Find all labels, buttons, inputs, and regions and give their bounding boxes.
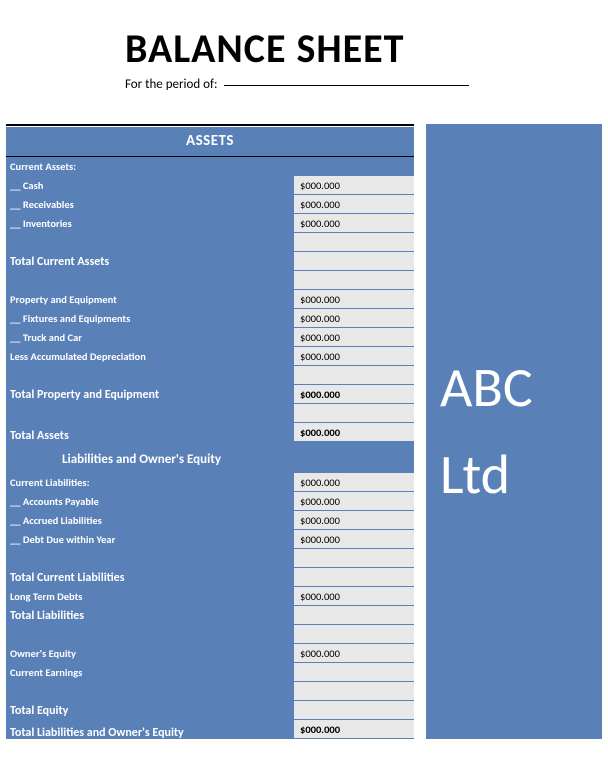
value-empty — [294, 625, 414, 643]
value-accrued: $000.000 — [294, 511, 414, 529]
value-total-property: $000.000 — [294, 385, 414, 403]
brand-line1: ABC — [440, 345, 602, 432]
value-empty — [294, 366, 414, 384]
label-debt-due: __ Debt Due within Year — [6, 533, 294, 546]
header: BALANCE SHEET For the period of: — [0, 0, 608, 100]
value-total-liab-equity: $000.000 — [294, 720, 414, 738]
value-empty — [294, 701, 414, 719]
row-long-term: Long Term Debts $000.000 — [6, 587, 414, 606]
value-receivables: $000.000 — [294, 195, 414, 213]
row-total-assets: Total Assets $000.000 — [6, 423, 414, 442]
row-total-property: Total Property and Equipment $000.000 — [6, 385, 414, 404]
assets-heading: ASSETS — [6, 126, 414, 157]
liabilities-heading: Liabilities and Owner's Equity — [6, 442, 414, 473]
row-spacer — [6, 404, 414, 423]
label-depreciation: Less Accumulated Depreciation — [6, 350, 294, 363]
row-receivables: __ Receivables $000.000 — [6, 195, 414, 214]
row-inventories: __ Inventories $000.000 — [6, 214, 414, 233]
label-total-liab: Total Liabilities — [6, 609, 294, 623]
row-current-liab: Current Liabilities: $000.000 — [6, 473, 414, 492]
row-spacer — [6, 625, 414, 644]
row-depreciation: Less Accumulated Depreciation $000.000 — [6, 347, 414, 366]
label-current-assets: Current Assets: — [6, 160, 294, 173]
label-total-current-liab: Total Current Liabilities — [6, 571, 294, 585]
value-empty — [294, 606, 414, 624]
value-empty — [294, 233, 414, 251]
period-label: For the period of: — [125, 77, 217, 92]
period-underline — [224, 85, 469, 86]
value-empty — [294, 549, 414, 567]
value-accounts-payable: $000.000 — [294, 492, 414, 510]
value-debt-due: $000.000 — [294, 530, 414, 548]
row-spacer — [6, 549, 414, 568]
row-total-current-liab: Total Current Liabilities — [6, 568, 414, 587]
row-total-liab: Total Liabilities — [6, 606, 414, 625]
value-owners-equity: $000.000 — [294, 644, 414, 662]
label-accrued: __ Accrued Liabilities — [6, 514, 294, 527]
value-empty — [294, 663, 414, 681]
row-total-current-assets: Total Current Assets — [6, 252, 414, 271]
content: ASSETS Current Assets: __ Cash $000.000 … — [0, 124, 608, 739]
row-total-liab-equity: Total Liabilities and Owner's Equity $00… — [6, 720, 414, 739]
label-current-earnings: Current Earnings — [6, 666, 294, 679]
value-total-assets: $000.000 — [294, 423, 414, 441]
value-blank — [294, 157, 414, 175]
label-accounts-payable: __ Accounts Payable — [6, 495, 294, 508]
page-title: BALANCE SHEET — [125, 24, 608, 73]
value-fixtures: $000.000 — [294, 309, 414, 327]
value-depreciation: $000.000 — [294, 347, 414, 365]
label-fixtures: __ Fixtures and Equipments — [6, 312, 294, 325]
label-total-equity: Total Equity — [6, 704, 294, 718]
row-total-equity: Total Equity — [6, 701, 414, 720]
value-inventories: $000.000 — [294, 214, 414, 232]
row-fixtures: __ Fixtures and Equipments $000.000 — [6, 309, 414, 328]
brand-line2: Ltd — [440, 432, 602, 519]
row-spacer — [6, 271, 414, 290]
row-owners-equity: Owner's Equity $000.000 — [6, 644, 414, 663]
row-cash: __ Cash $000.000 — [6, 176, 414, 195]
row-accounts-payable: __ Accounts Payable $000.000 — [6, 492, 414, 511]
value-empty — [294, 568, 414, 586]
label-total-liab-equity: Total Liabilities and Owner's Equity — [6, 720, 294, 740]
label-owners-equity: Owner's Equity — [6, 647, 294, 660]
label-inventories: __ Inventories — [6, 217, 294, 230]
value-long-term: $000.000 — [294, 587, 414, 605]
value-empty — [294, 252, 414, 270]
balance-sheet-panel: ASSETS Current Assets: __ Cash $000.000 … — [6, 124, 414, 739]
row-spacer — [6, 233, 414, 252]
row-spacer — [6, 682, 414, 701]
row-spacer — [6, 366, 414, 385]
row-accrued: __ Accrued Liabilities $000.000 — [6, 511, 414, 530]
value-current-liab: $000.000 — [294, 473, 414, 491]
row-truck: __ Truck and Car $000.000 — [6, 328, 414, 347]
value-empty — [294, 271, 414, 289]
label-total-assets: Total Assets — [6, 423, 294, 443]
label-property: Property and Equipment — [6, 293, 294, 306]
label-long-term: Long Term Debts — [6, 590, 294, 603]
value-property: $000.000 — [294, 290, 414, 308]
row-current-earnings: Current Earnings — [6, 663, 414, 682]
value-cash: $000.000 — [294, 176, 414, 194]
period-label-row: For the period of: — [125, 77, 608, 92]
label-truck: __ Truck and Car — [6, 331, 294, 344]
value-empty — [294, 682, 414, 700]
label-current-liab: Current Liabilities: — [6, 476, 294, 489]
row-debt-due: __ Debt Due within Year $000.000 — [6, 530, 414, 549]
row-property: Property and Equipment $000.000 — [6, 290, 414, 309]
label-cash: __ Cash — [6, 179, 294, 192]
value-truck: $000.000 — [294, 328, 414, 346]
row-current-assets: Current Assets: — [6, 157, 414, 176]
brand-panel: ABC Ltd — [426, 124, 602, 739]
label-total-property: Total Property and Equipment — [6, 388, 294, 402]
label-receivables: __ Receivables — [6, 198, 294, 211]
value-empty — [294, 404, 414, 422]
label-total-current-assets: Total Current Assets — [6, 255, 294, 269]
